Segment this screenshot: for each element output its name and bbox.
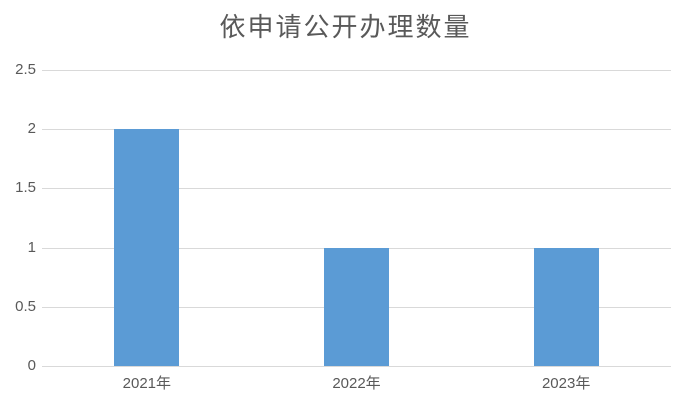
bar-2023年 <box>533 247 599 366</box>
y-tick-label: 2 <box>27 120 36 138</box>
bar-2022年 <box>324 247 389 366</box>
y-tick-label: 1.5 <box>15 179 36 197</box>
x-tick-label: 2023年 <box>541 375 591 392</box>
gridline <box>42 129 671 131</box>
gridline <box>42 70 671 71</box>
gridline <box>42 188 671 190</box>
y-tick-label: 0.5 <box>15 297 36 315</box>
x-axis-line <box>42 366 671 367</box>
y-tick-label: 0 <box>27 357 36 374</box>
chart-title: 依申请公开办理数量 <box>219 13 472 42</box>
y-tick-label: 2.5 <box>15 61 36 78</box>
plot-area <box>42 70 671 367</box>
x-tick-label: 2021年 <box>122 375 172 392</box>
x-tick-label: 2022年 <box>332 375 381 392</box>
y-tick-label: 1 <box>27 238 36 256</box>
bar-2021年 <box>114 129 180 366</box>
